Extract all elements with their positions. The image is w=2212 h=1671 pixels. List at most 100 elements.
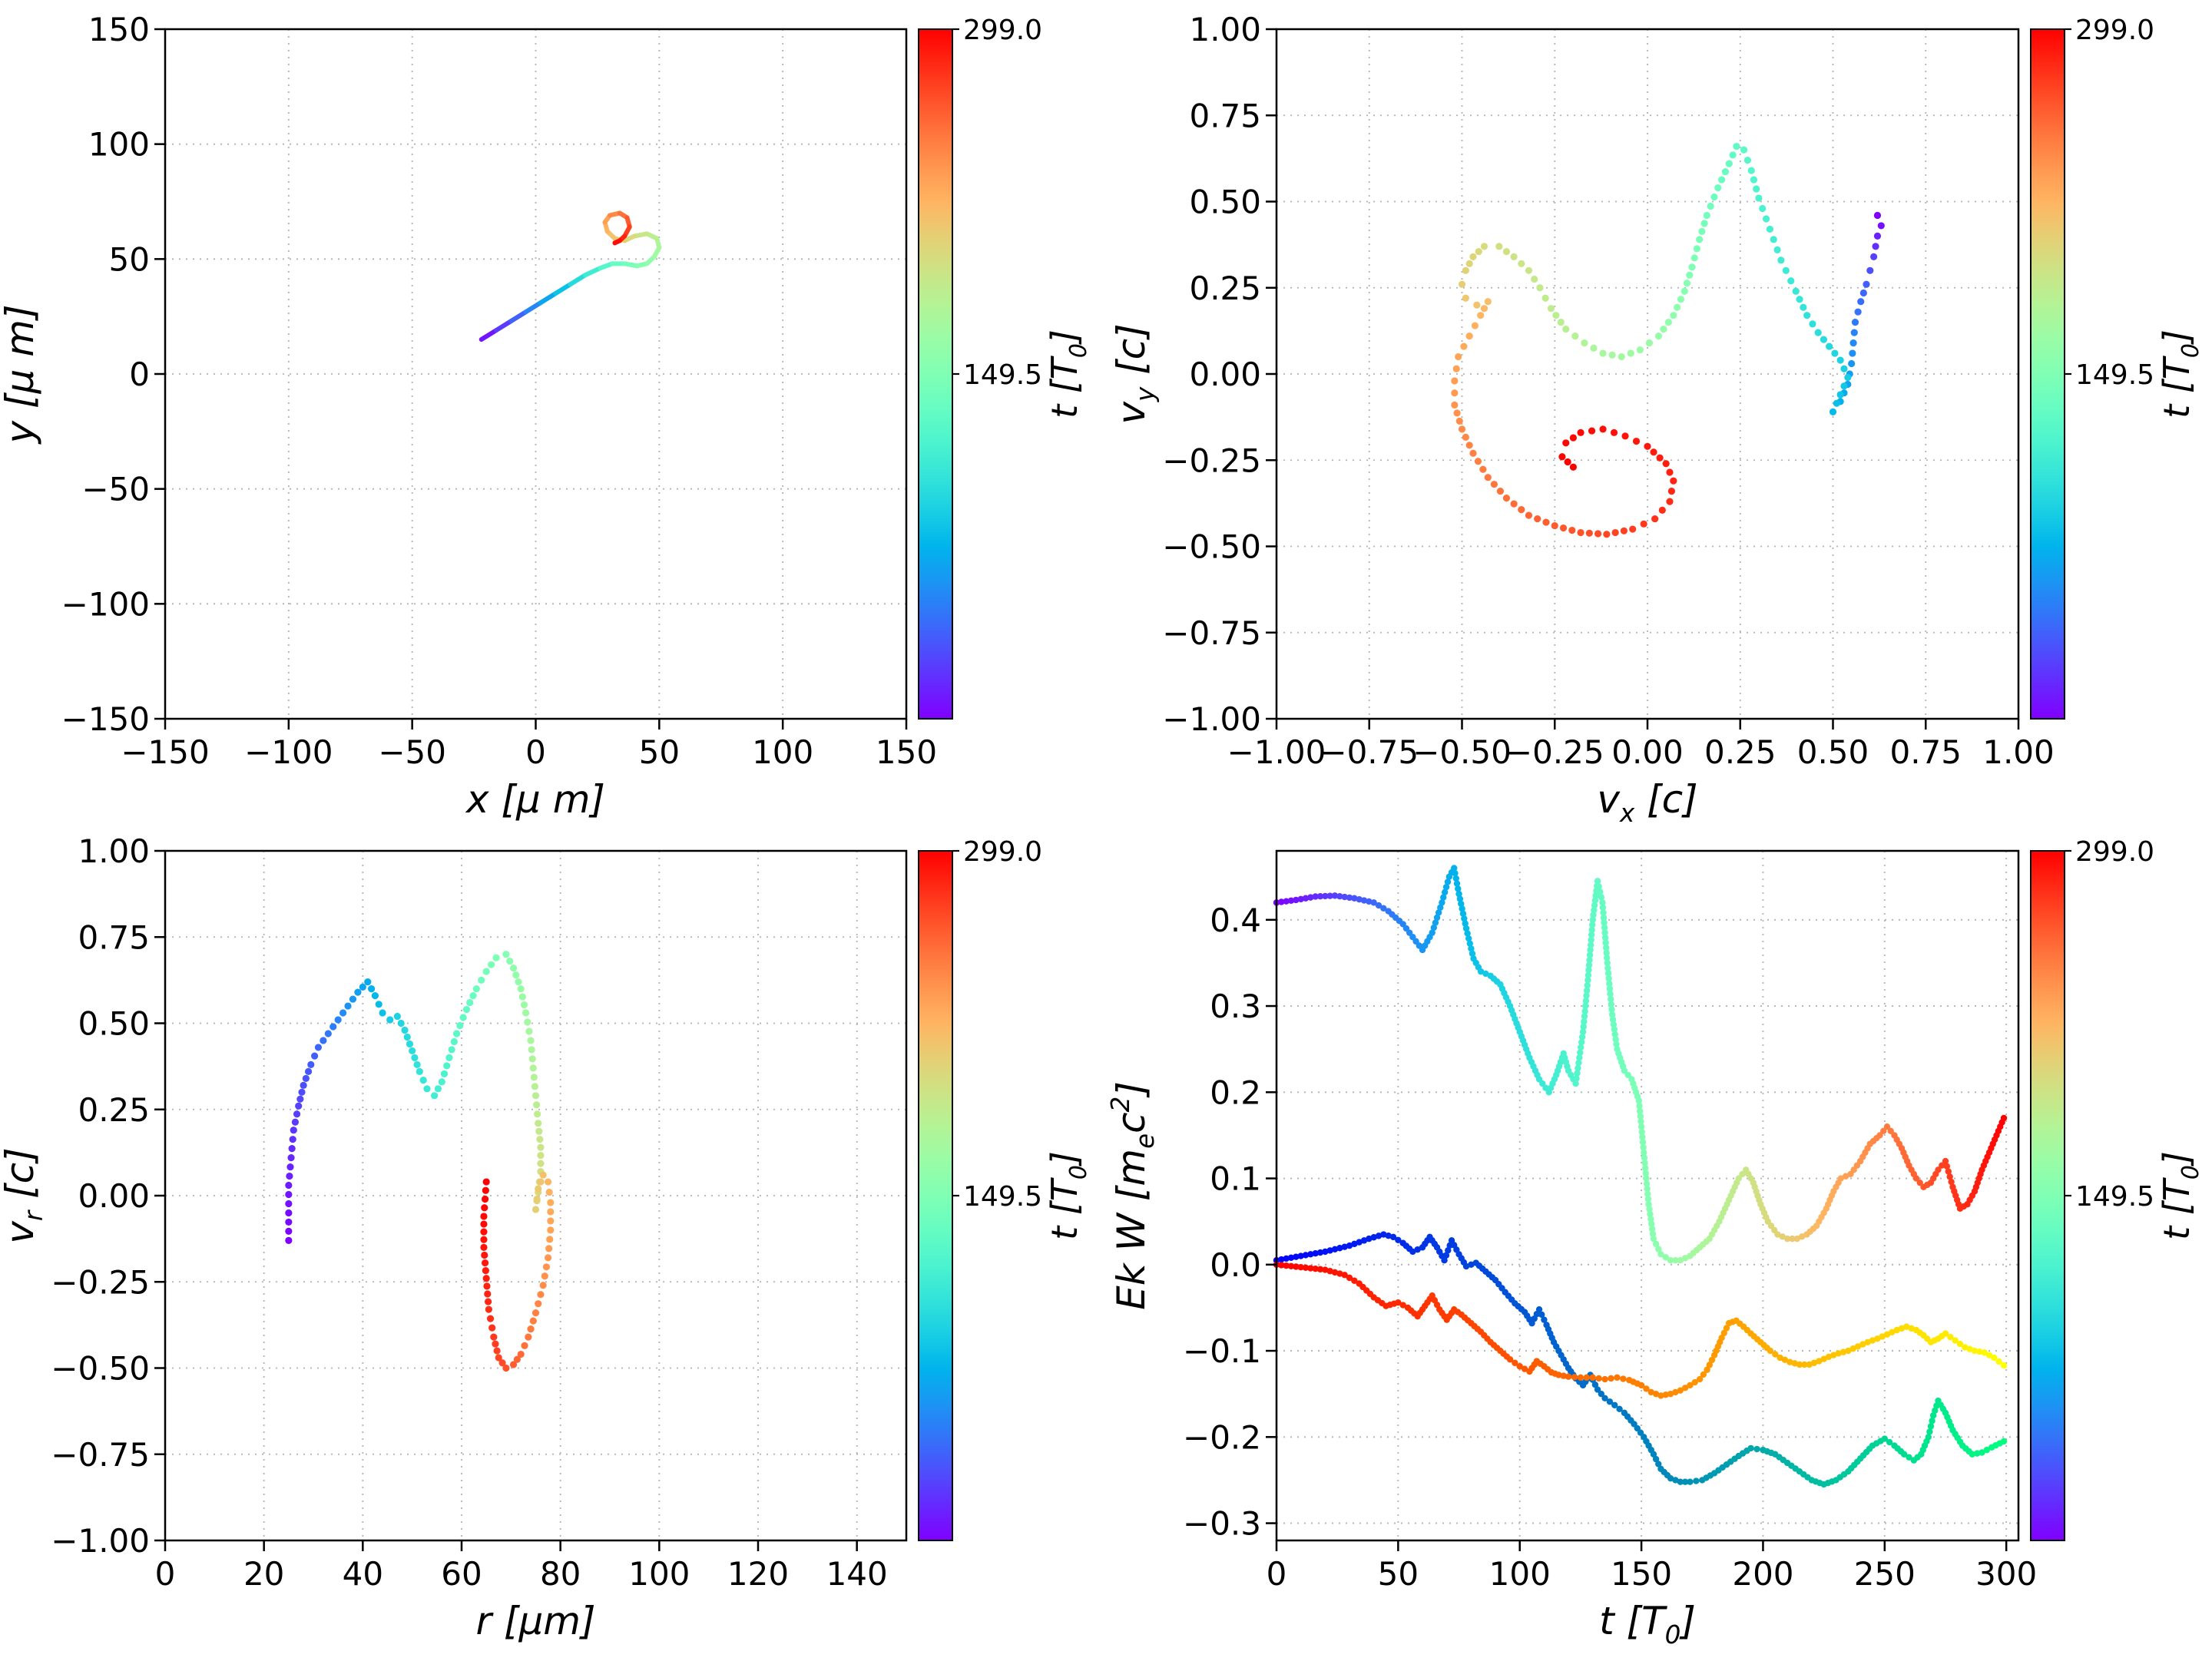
data-point <box>1599 904 1607 912</box>
data-point <box>1696 236 1704 243</box>
colorbar-tick-label: 149.5 <box>963 1181 1042 1213</box>
data-point <box>531 1083 539 1090</box>
data-point <box>1874 1335 1881 1342</box>
data-point <box>434 1085 442 1093</box>
data-point <box>379 1009 386 1017</box>
data-point <box>1872 243 1879 250</box>
data-point <box>1723 1325 1730 1332</box>
data-point <box>547 1226 555 1234</box>
data-point <box>1762 215 1770 223</box>
data-point <box>1929 1412 1937 1419</box>
colorbar-gradient <box>2031 29 2065 719</box>
data-point <box>1445 1247 1452 1254</box>
colorbar-tick-label: 299.0 <box>2075 15 2154 46</box>
data-point <box>1312 893 1319 900</box>
data-point <box>1356 895 1363 903</box>
data-point <box>1645 339 1654 347</box>
data-point <box>1636 346 1644 354</box>
data-point <box>1451 377 1459 385</box>
y-tick-label: 0.75 <box>1189 97 1261 134</box>
data-point <box>1995 1358 2002 1365</box>
data-point <box>1591 906 1598 914</box>
y-tick-label: −0.75 <box>51 1436 150 1474</box>
data-point <box>525 1333 532 1341</box>
data-point <box>1908 1325 1915 1332</box>
data-point <box>1844 373 1852 382</box>
data-point <box>1836 356 1844 364</box>
data-point <box>527 1325 535 1333</box>
x-tick-label: 120 <box>727 1555 789 1593</box>
data-point <box>1562 439 1570 447</box>
y-tick-label: −100 <box>61 585 150 623</box>
data-point <box>544 1178 552 1186</box>
data-point <box>1375 902 1382 909</box>
label-part: 0 <box>1065 1165 1092 1180</box>
data-point <box>393 1012 401 1021</box>
data-point <box>1465 260 1473 267</box>
data-point <box>1641 1160 1648 1166</box>
data-point <box>1585 961 1593 968</box>
data-point <box>1840 365 1848 372</box>
data-point <box>1647 1210 1654 1218</box>
data-point <box>502 951 510 958</box>
data-point <box>1873 211 1882 220</box>
data-point <box>1442 883 1450 891</box>
data-point <box>532 1101 541 1109</box>
data-point <box>1512 1359 1518 1366</box>
data-point <box>1647 1388 1654 1396</box>
data-point <box>1983 1446 1991 1454</box>
data-point <box>1638 1128 1645 1136</box>
data-point <box>1562 326 1570 333</box>
data-point <box>1883 1123 1891 1130</box>
data-point <box>1639 1133 1646 1140</box>
data-point <box>1278 1256 1285 1263</box>
data-point <box>1677 1478 1684 1485</box>
x-tick-label: 1.00 <box>1982 733 2055 771</box>
data-point <box>1925 1434 1932 1441</box>
data-point <box>1336 1245 1343 1252</box>
x-tick-label: 60 <box>441 1555 482 1593</box>
data-point <box>1459 905 1465 912</box>
data-point <box>1842 1173 1849 1180</box>
data-point <box>1662 1391 1669 1398</box>
data-point <box>480 1220 488 1228</box>
x-tick-label: 0.50 <box>1797 733 1869 771</box>
data-point <box>1455 890 1462 898</box>
data-point <box>1283 898 1290 905</box>
colorbar-tick-label: 299.0 <box>963 15 1042 46</box>
y-tick-label: −0.75 <box>1162 614 1261 652</box>
x-tick-label: −50 <box>378 733 446 771</box>
data-point <box>513 1355 521 1363</box>
data-point <box>1326 892 1333 899</box>
data-point <box>1677 296 1685 303</box>
data-point <box>1464 930 1471 937</box>
data-point <box>1316 893 1324 900</box>
data-point <box>517 1350 525 1358</box>
data-point <box>1316 1266 1324 1273</box>
data-point <box>1521 1365 1528 1372</box>
data-point <box>1646 1206 1653 1213</box>
data-point <box>539 1171 547 1179</box>
data-point <box>539 1282 547 1289</box>
label-part: t [T <box>1044 355 1085 419</box>
data-point <box>1604 970 1612 977</box>
data-point <box>1932 1407 1939 1415</box>
colorbar-gradient <box>2031 851 2065 1540</box>
data-point <box>524 1018 531 1026</box>
data-point <box>324 1030 332 1037</box>
data-point <box>1302 1264 1310 1272</box>
data-point <box>1620 527 1628 534</box>
data-point <box>1729 151 1737 159</box>
y-axis-label: vy [c] <box>1109 323 1160 424</box>
data-point <box>1322 1248 1329 1256</box>
data-point <box>1496 488 1505 495</box>
data-point <box>1525 511 1533 519</box>
data-point <box>2000 1438 2008 1445</box>
data-point <box>1307 894 1314 901</box>
data-point <box>397 1019 405 1027</box>
y-tick-label: 100 <box>88 126 150 164</box>
data-point <box>1793 1235 1800 1242</box>
data-point <box>1395 1236 1402 1244</box>
x-tick-label: 20 <box>243 1555 284 1593</box>
data-point <box>1792 287 1800 295</box>
